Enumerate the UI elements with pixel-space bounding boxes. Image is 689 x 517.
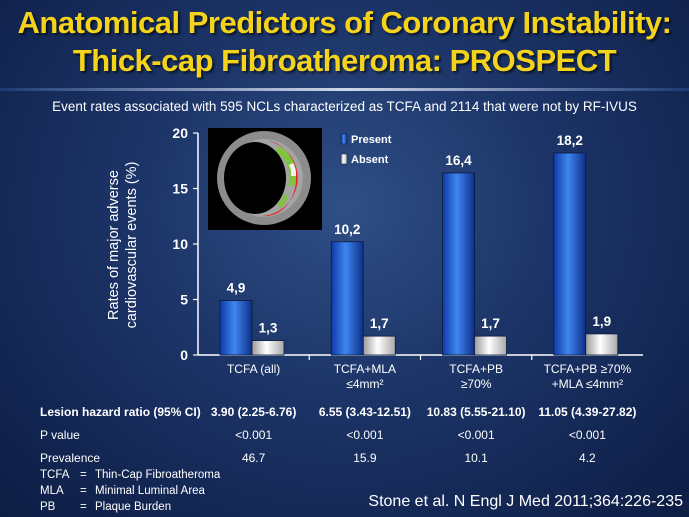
- abbreviation-item: MLA = Minimal Luminal Area: [40, 485, 205, 497]
- data-label-absent-1: 1,3: [259, 321, 278, 336]
- category-label-2: TCFA+MLA: [334, 362, 396, 376]
- abbreviation-equals: =: [80, 501, 87, 513]
- table-row-label: P value: [40, 428, 80, 442]
- abbreviation-equals: =: [80, 485, 87, 497]
- bar-absent-4: [585, 333, 619, 356]
- bar-absent-1: [251, 340, 285, 356]
- table-cell: 11.05 (4.39-27.82): [538, 405, 637, 419]
- abbreviation-key: MLA: [40, 485, 64, 497]
- bar-absent-2: [362, 335, 396, 356]
- y-tick-label: 10: [172, 236, 188, 252]
- table-row-label: Prevalence: [40, 451, 101, 465]
- chart-legend: Present Absent: [340, 133, 392, 166]
- table-cell: 6.55 (3.43-12.51): [318, 405, 411, 419]
- data-label-absent-2: 1,7: [370, 316, 389, 331]
- table-cell: <0.001: [457, 428, 495, 442]
- category-label-4: TCFA+PB ≥70%: [544, 362, 632, 376]
- y-axis-label-line-2: cardiovascular events (%): [124, 162, 140, 329]
- category-label-3: TCFA+PB: [449, 362, 503, 376]
- y-tick-label: 20: [172, 125, 188, 141]
- abbreviation-text: Minimal Luminal Area: [95, 485, 205, 497]
- table-cell: 4.2: [579, 451, 596, 465]
- table-row: Lesion hazard ratio (95% CI) 3.90 (2.25-6…: [0, 405, 689, 423]
- legend-label-absent: Absent: [351, 154, 389, 166]
- legend-swatch-absent: [340, 153, 348, 165]
- table-cell: 46.7: [241, 451, 266, 465]
- abbreviation-equals: =: [80, 469, 87, 481]
- table-cell: <0.001: [235, 428, 273, 442]
- data-label-present-3: 16,4: [445, 153, 472, 168]
- citation: Stone et al. N Engl J Med 2011;364:226-2…: [368, 493, 683, 510]
- bar-present-2: [330, 241, 364, 356]
- data-label-absent-4: 1,9: [592, 314, 611, 329]
- title-line-1: Anatomical Predictors of Coronary Instab…: [17, 5, 672, 40]
- legend-swatch-present: [340, 133, 348, 145]
- legend-label-present: Present: [351, 134, 392, 146]
- table-cell: 15.9: [353, 451, 377, 465]
- category-label-3: ≥70%: [461, 377, 492, 391]
- chart-subtitle: Event rates associated with 595 NCLs cha…: [52, 99, 637, 114]
- title-line-2: Thick-cap Fibroatheroma: PROSPECT: [72, 43, 617, 78]
- y-tick-label: 0: [180, 347, 188, 363]
- data-label-absent-3: 1,7: [481, 316, 500, 331]
- abbreviation-key: PB: [40, 501, 56, 513]
- category-label-4: +MLA ≤4mm²: [552, 377, 624, 391]
- bar-present-4: [553, 152, 587, 356]
- y-axis-label: Rates of major adverse cardiovascular ev…: [106, 162, 140, 329]
- y-tick-label: 5: [180, 292, 188, 308]
- bar-absent-3: [474, 335, 507, 356]
- data-label-present-1: 4,9: [227, 281, 246, 296]
- table-cell: 10.83 (5.55-21.10): [426, 405, 526, 419]
- table-row: Prevalence 46.7 15.9 10.1 4.2: [0, 451, 689, 469]
- table-cell: 3.90 (2.25-6.76): [210, 405, 297, 419]
- title-divider: [0, 88, 689, 91]
- table-cell: <0.001: [568, 428, 606, 442]
- bar-present-3: [442, 172, 475, 356]
- abbreviation-key: TCFA: [40, 469, 70, 481]
- table-row: P value <0.001 <0.001 <0.001 <0.001: [0, 428, 689, 446]
- y-axis-label-line-1: Rates of major adverse: [106, 170, 122, 320]
- slide-title: Anatomical Predictors of Coronary Instab…: [0, 4, 689, 80]
- data-label-present-2: 10,2: [334, 222, 360, 237]
- abbreviation-item: TCFA = Thin-Cap Fibroatheroma: [40, 469, 220, 481]
- abbreviation-item: PB = Plaque Burden: [40, 501, 171, 513]
- abbreviation-text: Thin-Cap Fibroatheroma: [95, 469, 221, 481]
- category-label-2: ≤4mm²: [346, 377, 383, 391]
- abbreviation-text: Plaque Burden: [95, 501, 172, 513]
- ivus-cross-section-image: [208, 128, 322, 230]
- table-cell: <0.001: [346, 428, 384, 442]
- category-label-1: TCFA (all): [227, 362, 280, 376]
- table-cell: 10.1: [464, 451, 488, 465]
- data-label-present-4: 18,2: [557, 133, 583, 148]
- y-tick-label: 15: [172, 181, 188, 197]
- table-row-label: Lesion hazard ratio (95% CI): [40, 405, 201, 419]
- bar-present-1: [219, 300, 253, 356]
